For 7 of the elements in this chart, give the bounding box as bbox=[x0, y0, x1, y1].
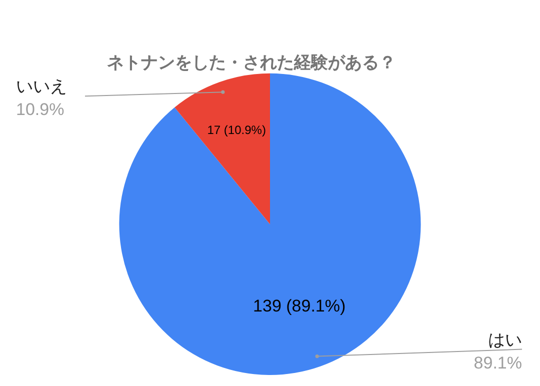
data-label: 17 (10.9%) bbox=[207, 122, 266, 137]
chart-title: ネトナンをした・された経験がある？ bbox=[107, 52, 396, 72]
data-label: 139 (89.1%) bbox=[253, 296, 346, 316]
slice-label: はい bbox=[488, 330, 522, 350]
text: 10.9% bbox=[16, 100, 64, 120]
text: 89.1% bbox=[474, 353, 522, 372]
slice-label: いいえ bbox=[16, 77, 67, 96]
